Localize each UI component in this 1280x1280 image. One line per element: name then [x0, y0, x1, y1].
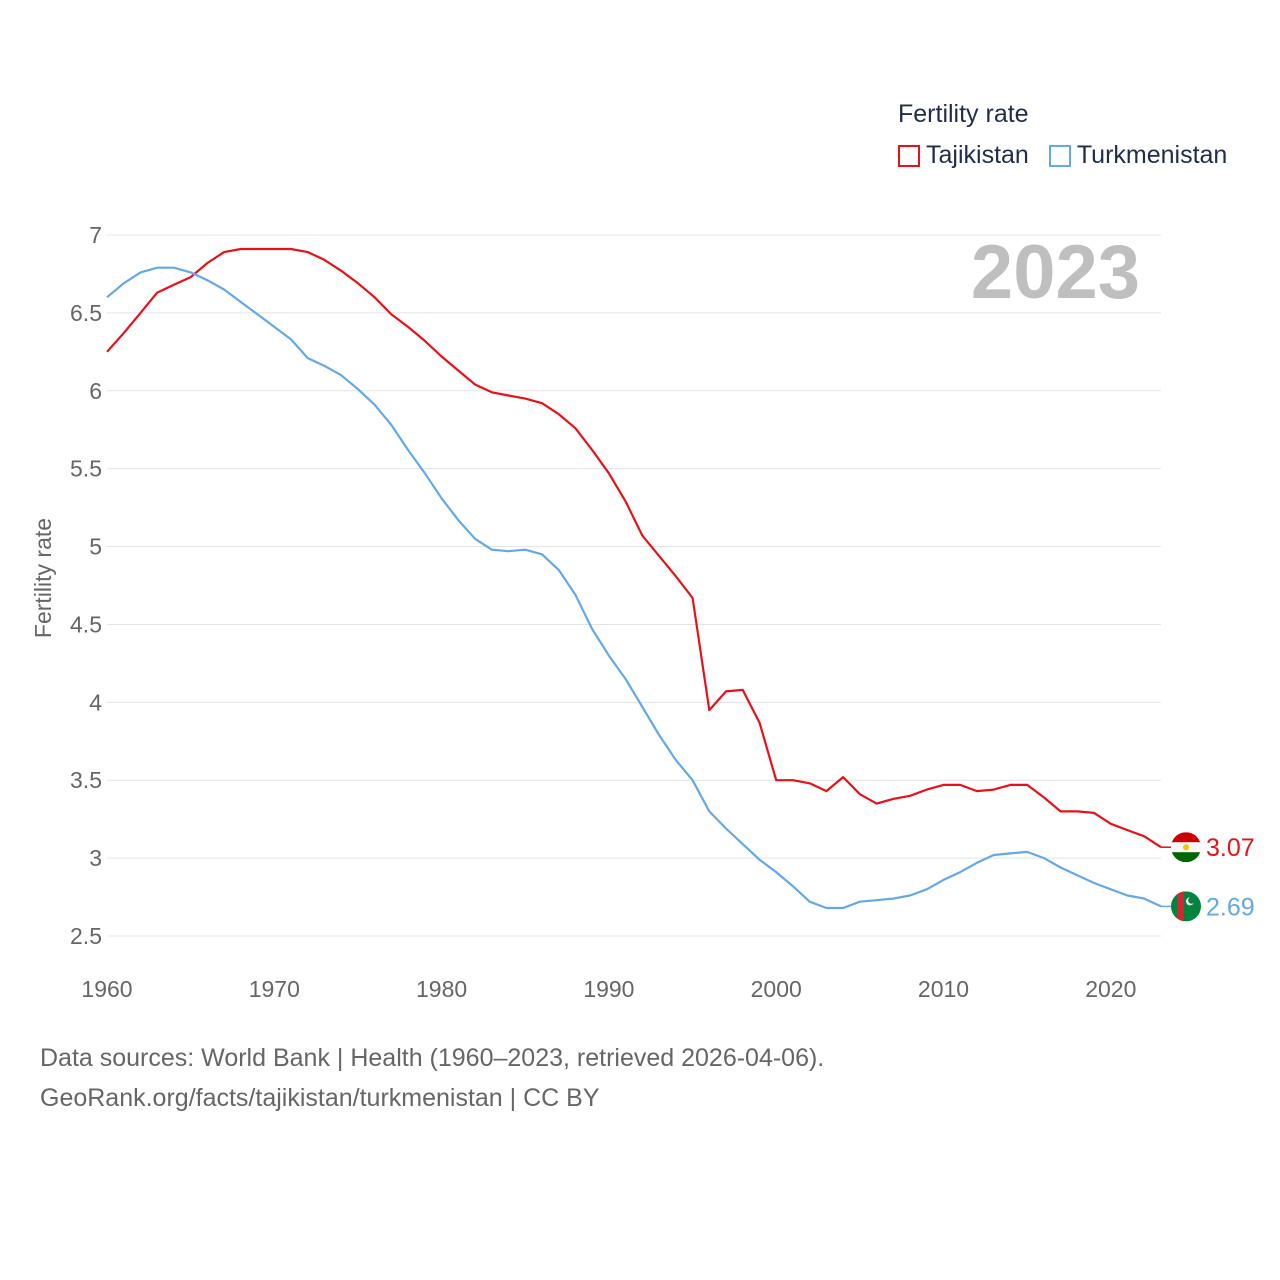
x-tick-label: 2020 [1085, 976, 1136, 1002]
y-tick-label: 3 [89, 845, 102, 871]
series-end-markers: 3.07 2.69 [1161, 832, 1255, 922]
grid-lines [107, 234, 1161, 937]
legend-label-turkmenistan: Turkmenistan [1076, 141, 1228, 169]
x-tick-label: 2010 [918, 976, 969, 1002]
legend-item-tajikistan[interactable]: Tajikistan [898, 141, 1029, 170]
y-tick-label: 6 [89, 378, 102, 404]
legend-label-tajikistan: Tajikistan [926, 141, 1029, 169]
legend-item-turkmenistan[interactable]: Turkmenistan [1048, 141, 1228, 170]
legend-title: Fertility rate [898, 100, 1029, 128]
tajikistan-flag-icon [1171, 832, 1201, 863]
legend: Tajikistan Turkmenistan [898, 141, 1247, 170]
x-tick-label: 1980 [416, 976, 467, 1002]
end-value-label-turkmenistan: 2.69 [1206, 893, 1255, 921]
y-tick-label: 6.5 [70, 300, 102, 326]
legend-swatch-tajikistan [898, 144, 920, 167]
series-line-tajikistan [106, 247, 1162, 849]
x-tick-label: 2000 [751, 976, 802, 1002]
footer-attribution-link[interactable]: GeoRank.org/facts/tajikistan/turkmenista… [40, 1084, 600, 1112]
series-lines [106, 247, 1162, 910]
y-axis-label: Fertility rate [30, 518, 56, 638]
chart-title-year: 2023 [971, 230, 1140, 315]
axis-labels: 2.5 3 3.5 4 4.5 5 5.5 6 6.5 7 1960 1970 1980 1990 2000… [70, 222, 1136, 1002]
y-tick-label: 3.5 [70, 767, 102, 793]
footer-data-sources: Data sources: World Bank | Health (1960–… [40, 1044, 825, 1072]
end-value-label-tajikistan: 3.07 [1206, 834, 1255, 862]
y-tick-label: 5.5 [70, 456, 102, 482]
x-tick-label: 1990 [583, 976, 634, 1002]
y-tick-label: 5 [89, 534, 102, 560]
y-tick-label: 4.5 [70, 611, 102, 637]
y-tick-label: 2.5 [70, 923, 102, 949]
legend-swatch-turkmenistan [1048, 144, 1071, 167]
y-tick-label: 7 [89, 222, 102, 248]
turkmenistan-flag-icon [1171, 891, 1201, 922]
x-tick-label: 1960 [81, 976, 132, 1002]
y-tick-label: 4 [89, 689, 102, 715]
x-tick-label: 1970 [249, 976, 300, 1002]
series-line-turkmenistan [106, 266, 1162, 910]
